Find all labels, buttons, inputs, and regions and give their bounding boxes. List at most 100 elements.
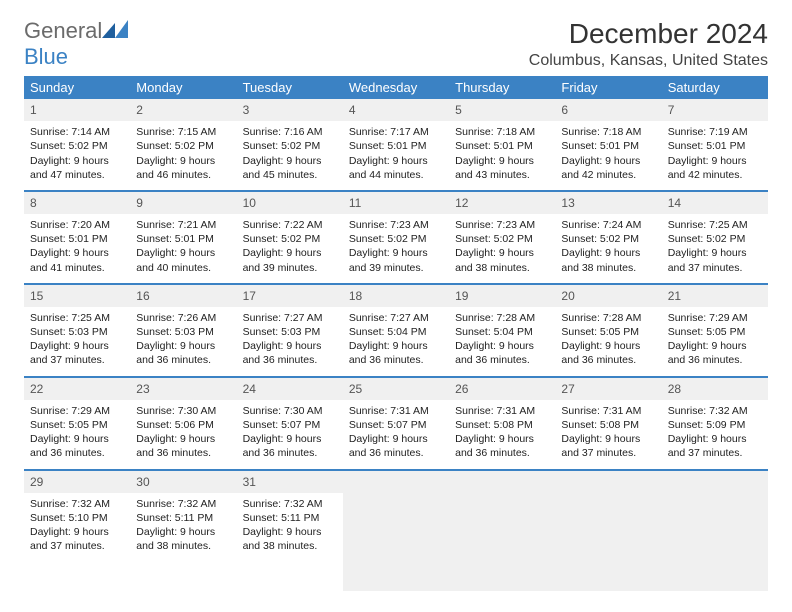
daylight-text-2: and 36 minutes. [668, 353, 762, 367]
calendar-day-cell: 27Sunrise: 7:31 AMSunset: 5:08 PMDayligh… [555, 377, 661, 470]
day-number-empty [449, 471, 555, 533]
daylight-text-1: Daylight: 9 hours [30, 339, 124, 353]
weekday-header: Tuesday [237, 76, 343, 99]
title-block: December 2024 Columbus, Kansas, United S… [529, 18, 768, 70]
daylight-text-1: Daylight: 9 hours [668, 154, 762, 168]
sunset-text: Sunset: 5:04 PM [349, 325, 443, 339]
sunrise-text: Sunrise: 7:17 AM [349, 125, 443, 139]
calendar-day-cell: 8Sunrise: 7:20 AMSunset: 5:01 PMDaylight… [24, 191, 130, 284]
calendar-week-row: 15Sunrise: 7:25 AMSunset: 5:03 PMDayligh… [24, 284, 768, 377]
daylight-text-1: Daylight: 9 hours [136, 339, 230, 353]
sunset-text: Sunset: 5:10 PM [30, 511, 124, 525]
calendar-day-cell: 28Sunrise: 7:32 AMSunset: 5:09 PMDayligh… [662, 377, 768, 470]
day-number: 9 [130, 192, 236, 214]
weekday-header: Sunday [24, 76, 130, 99]
daylight-text-2: and 36 minutes. [349, 353, 443, 367]
sunset-text: Sunset: 5:01 PM [455, 139, 549, 153]
sunset-text: Sunset: 5:02 PM [136, 139, 230, 153]
day-number: 22 [24, 378, 130, 400]
weekday-header: Monday [130, 76, 236, 99]
calendar-day-cell: 17Sunrise: 7:27 AMSunset: 5:03 PMDayligh… [237, 284, 343, 377]
sunrise-text: Sunrise: 7:24 AM [561, 218, 655, 232]
day-number: 24 [237, 378, 343, 400]
day-number: 17 [237, 285, 343, 307]
daylight-text-1: Daylight: 9 hours [668, 432, 762, 446]
calendar-day-cell: 21Sunrise: 7:29 AMSunset: 5:05 PMDayligh… [662, 284, 768, 377]
sunrise-text: Sunrise: 7:31 AM [561, 404, 655, 418]
calendar-day-cell: 4Sunrise: 7:17 AMSunset: 5:01 PMDaylight… [343, 99, 449, 191]
sunset-text: Sunset: 5:06 PM [136, 418, 230, 432]
day-number-empty [343, 471, 449, 533]
sunrise-text: Sunrise: 7:32 AM [136, 497, 230, 511]
calendar-week-row: 29Sunrise: 7:32 AMSunset: 5:10 PMDayligh… [24, 470, 768, 591]
day-body: Sunrise: 7:28 AMSunset: 5:04 PMDaylight:… [449, 307, 555, 376]
calendar-day-cell: 6Sunrise: 7:18 AMSunset: 5:01 PMDaylight… [555, 99, 661, 191]
day-body: Sunrise: 7:21 AMSunset: 5:01 PMDaylight:… [130, 214, 236, 283]
day-body: Sunrise: 7:14 AMSunset: 5:02 PMDaylight:… [24, 121, 130, 190]
daylight-text-1: Daylight: 9 hours [349, 339, 443, 353]
calendar-table: SundayMondayTuesdayWednesdayThursdayFrid… [24, 76, 768, 591]
daylight-text-1: Daylight: 9 hours [243, 339, 337, 353]
daylight-text-2: and 36 minutes. [243, 446, 337, 460]
day-number: 4 [343, 99, 449, 121]
sunset-text: Sunset: 5:04 PM [455, 325, 549, 339]
daylight-text-2: and 45 minutes. [243, 168, 337, 182]
sunrise-text: Sunrise: 7:32 AM [30, 497, 124, 511]
day-body: Sunrise: 7:18 AMSunset: 5:01 PMDaylight:… [555, 121, 661, 190]
calendar-day-cell: 7Sunrise: 7:19 AMSunset: 5:01 PMDaylight… [662, 99, 768, 191]
day-number: 10 [237, 192, 343, 214]
daylight-text-1: Daylight: 9 hours [243, 525, 337, 539]
day-body: Sunrise: 7:20 AMSunset: 5:01 PMDaylight:… [24, 214, 130, 283]
page-header: General Blue December 2024 Columbus, Kan… [24, 18, 768, 70]
daylight-text-1: Daylight: 9 hours [668, 339, 762, 353]
day-body-empty [662, 533, 768, 591]
day-body: Sunrise: 7:29 AMSunset: 5:05 PMDaylight:… [24, 400, 130, 469]
day-body: Sunrise: 7:31 AMSunset: 5:07 PMDaylight:… [343, 400, 449, 469]
daylight-text-2: and 43 minutes. [455, 168, 549, 182]
daylight-text-2: and 42 minutes. [561, 168, 655, 182]
day-body: Sunrise: 7:27 AMSunset: 5:04 PMDaylight:… [343, 307, 449, 376]
calendar-day-cell: 22Sunrise: 7:29 AMSunset: 5:05 PMDayligh… [24, 377, 130, 470]
daylight-text-1: Daylight: 9 hours [349, 432, 443, 446]
weekday-header: Thursday [449, 76, 555, 99]
sunset-text: Sunset: 5:05 PM [668, 325, 762, 339]
day-body: Sunrise: 7:23 AMSunset: 5:02 PMDaylight:… [449, 214, 555, 283]
sunrise-text: Sunrise: 7:30 AM [136, 404, 230, 418]
sunrise-text: Sunrise: 7:20 AM [30, 218, 124, 232]
calendar-day-cell: 5Sunrise: 7:18 AMSunset: 5:01 PMDaylight… [449, 99, 555, 191]
day-body: Sunrise: 7:19 AMSunset: 5:01 PMDaylight:… [662, 121, 768, 190]
calendar-week-row: 1Sunrise: 7:14 AMSunset: 5:02 PMDaylight… [24, 99, 768, 191]
sunset-text: Sunset: 5:11 PM [243, 511, 337, 525]
calendar-week-row: 22Sunrise: 7:29 AMSunset: 5:05 PMDayligh… [24, 377, 768, 470]
day-body: Sunrise: 7:29 AMSunset: 5:05 PMDaylight:… [662, 307, 768, 376]
day-number: 13 [555, 192, 661, 214]
daylight-text-2: and 36 minutes. [455, 353, 549, 367]
sunrise-text: Sunrise: 7:23 AM [455, 218, 549, 232]
daylight-text-1: Daylight: 9 hours [455, 246, 549, 260]
daylight-text-1: Daylight: 9 hours [136, 432, 230, 446]
location-text: Columbus, Kansas, United States [529, 52, 768, 70]
sunrise-text: Sunrise: 7:28 AM [561, 311, 655, 325]
daylight-text-1: Daylight: 9 hours [30, 154, 124, 168]
sunrise-text: Sunrise: 7:25 AM [30, 311, 124, 325]
daylight-text-1: Daylight: 9 hours [561, 246, 655, 260]
daylight-text-2: and 37 minutes. [30, 539, 124, 553]
sunrise-text: Sunrise: 7:27 AM [349, 311, 443, 325]
day-number: 15 [24, 285, 130, 307]
daylight-text-1: Daylight: 9 hours [136, 525, 230, 539]
day-number: 8 [24, 192, 130, 214]
logo-text: General Blue [24, 18, 128, 70]
day-body: Sunrise: 7:30 AMSunset: 5:06 PMDaylight:… [130, 400, 236, 469]
daylight-text-1: Daylight: 9 hours [349, 154, 443, 168]
sunset-text: Sunset: 5:07 PM [349, 418, 443, 432]
day-number: 12 [449, 192, 555, 214]
sunset-text: Sunset: 5:01 PM [136, 232, 230, 246]
day-number: 25 [343, 378, 449, 400]
calendar-day-cell: 2Sunrise: 7:15 AMSunset: 5:02 PMDaylight… [130, 99, 236, 191]
daylight-text-1: Daylight: 9 hours [136, 154, 230, 168]
daylight-text-2: and 36 minutes. [30, 446, 124, 460]
sunrise-text: Sunrise: 7:15 AM [136, 125, 230, 139]
day-number: 14 [662, 192, 768, 214]
calendar-day-cell: 19Sunrise: 7:28 AMSunset: 5:04 PMDayligh… [449, 284, 555, 377]
day-body-empty [555, 533, 661, 591]
